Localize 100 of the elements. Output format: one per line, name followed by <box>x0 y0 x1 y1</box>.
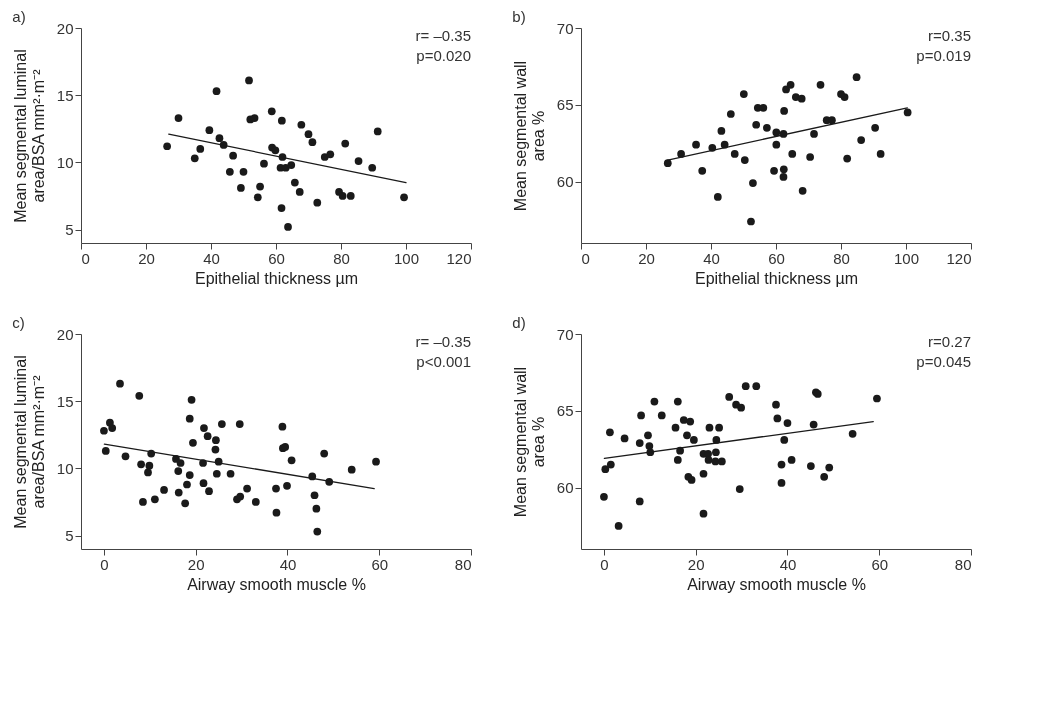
point <box>250 114 259 122</box>
x-tick-label: 80 <box>833 249 850 267</box>
point <box>283 481 291 490</box>
point <box>236 492 245 501</box>
point <box>903 108 912 117</box>
point <box>779 165 788 174</box>
x-tick-label: 20 <box>138 249 155 267</box>
point <box>347 465 356 474</box>
point <box>174 488 183 497</box>
point <box>772 140 781 149</box>
point <box>606 460 615 469</box>
point <box>712 448 720 457</box>
point <box>739 90 748 98</box>
point <box>160 486 168 494</box>
point <box>187 395 196 404</box>
point <box>809 420 818 429</box>
point <box>705 423 714 432</box>
point <box>400 193 408 202</box>
point <box>189 438 197 447</box>
x-tick-label: 120 <box>446 249 472 267</box>
y-tick-label: 10 <box>56 459 74 477</box>
x-tick-label: 40 <box>279 555 297 573</box>
point <box>200 424 208 432</box>
point <box>735 485 744 493</box>
point <box>677 150 685 158</box>
y-tick-label: 60 <box>556 173 574 191</box>
point <box>135 391 144 400</box>
point <box>290 178 299 187</box>
point <box>686 417 695 426</box>
x-tick-label: 100 <box>393 249 420 267</box>
x-tick-label: 0 <box>581 249 590 267</box>
chart-title: a) <box>12 8 26 25</box>
point <box>183 480 191 489</box>
x-tick-label: 40 <box>703 249 720 267</box>
point <box>256 182 264 191</box>
x-tick-label: 60 <box>768 249 785 267</box>
annotation: p=0.020 <box>416 47 471 64</box>
chart-title: b) <box>512 8 526 25</box>
point <box>373 127 382 136</box>
point <box>787 456 796 464</box>
point <box>239 167 248 176</box>
point <box>726 110 735 118</box>
point <box>277 116 286 125</box>
point <box>715 423 723 432</box>
y-tick-label: 15 <box>56 392 74 410</box>
point <box>786 80 795 89</box>
annotation: p=0.045 <box>916 353 971 370</box>
y-tick-label: 60 <box>556 479 574 497</box>
point <box>312 504 321 513</box>
y-tick-label: 10 <box>56 153 74 171</box>
point <box>278 422 287 431</box>
point <box>341 139 350 148</box>
point <box>635 439 644 447</box>
x-axis-title: Airway smooth muscle % <box>687 575 866 593</box>
point <box>699 469 708 478</box>
annotation: r=0.35 <box>928 27 971 44</box>
point <box>346 192 355 200</box>
point <box>368 163 377 172</box>
point <box>304 130 313 139</box>
point <box>151 495 159 504</box>
x-tick-label: 60 <box>268 249 285 267</box>
x-tick-label: 0 <box>600 555 609 573</box>
point <box>807 462 815 470</box>
point <box>759 103 768 112</box>
y-tick-label: 70 <box>556 325 574 343</box>
point <box>287 161 296 169</box>
point <box>772 128 781 137</box>
point <box>121 452 130 461</box>
point <box>644 431 652 440</box>
point <box>740 156 749 164</box>
x-tick-label: 0 <box>81 249 90 267</box>
point <box>657 411 666 420</box>
point <box>601 465 610 474</box>
y-tick-label: 65 <box>556 96 574 114</box>
x-axis-title: Epithelial thickness µm <box>194 269 359 287</box>
point <box>284 223 292 231</box>
point <box>773 414 782 423</box>
point <box>749 179 757 187</box>
y-tick-label: 20 <box>56 325 74 343</box>
annotation: r= –0.35 <box>415 333 471 350</box>
annotation: r=0.27 <box>928 333 971 350</box>
point <box>825 463 834 472</box>
point <box>690 436 698 444</box>
y-tick-label: 15 <box>56 86 74 104</box>
point <box>777 479 786 487</box>
point <box>770 166 778 175</box>
point <box>116 379 124 388</box>
point <box>713 193 722 201</box>
point <box>372 457 380 466</box>
point <box>174 467 183 475</box>
point <box>145 461 154 470</box>
point <box>253 193 262 202</box>
point <box>260 159 268 168</box>
annotation: r= –0.35 <box>415 27 471 44</box>
point <box>780 436 789 444</box>
point <box>235 420 244 428</box>
annotation: p=0.019 <box>916 47 971 64</box>
point <box>212 87 221 96</box>
chart-title: c) <box>12 314 25 331</box>
point <box>699 509 708 518</box>
